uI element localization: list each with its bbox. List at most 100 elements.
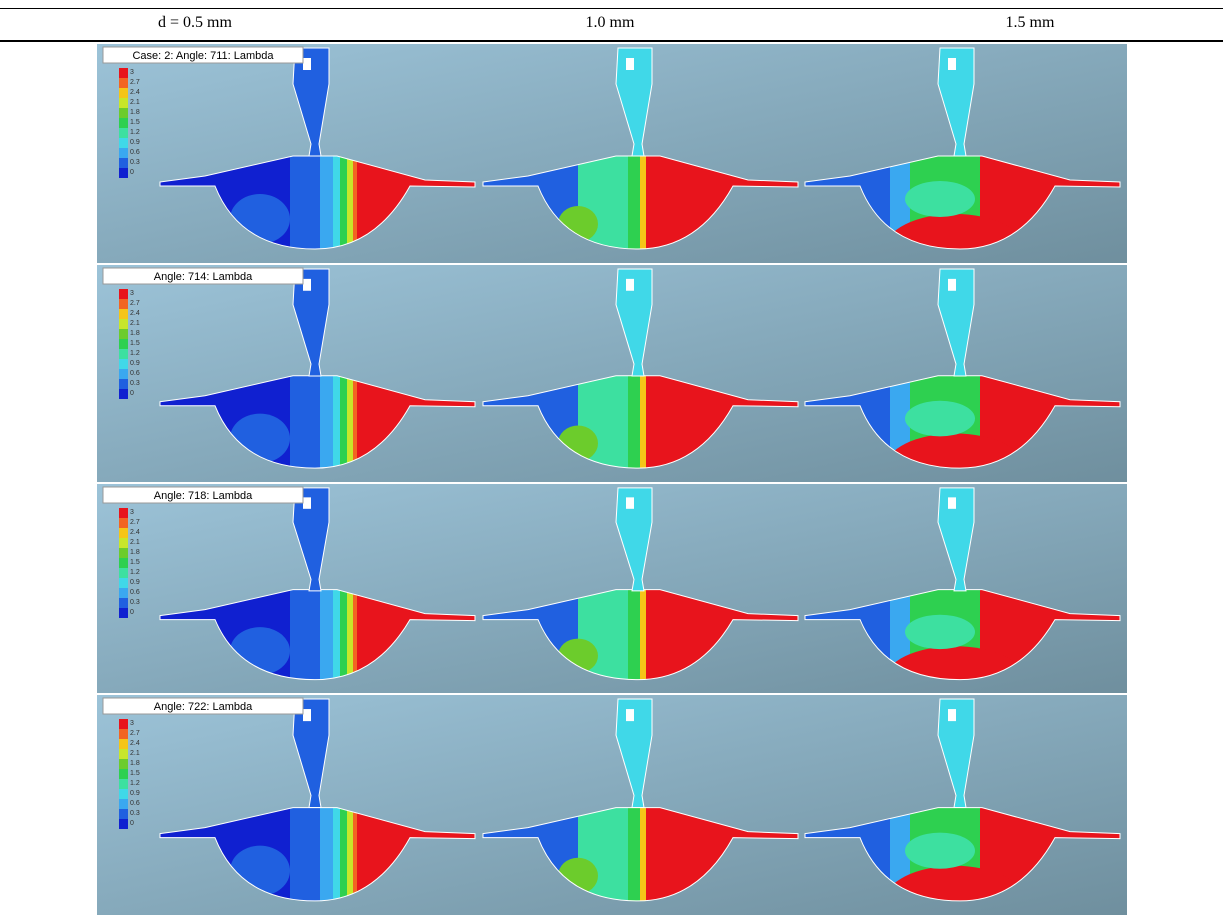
legend-label: 2.4 [130,740,140,747]
row-label: Angle: 718: Lambda [154,490,253,502]
legend-label: 1.8 [130,549,140,556]
legend-swatch [119,289,128,299]
legend-label: 1.2 [130,129,140,136]
legend-swatch [119,608,128,618]
region [905,181,975,217]
nozzle-slot [303,709,311,721]
legend-label: 2.1 [130,750,140,757]
legend-swatch [119,78,128,88]
legend-swatch [119,128,128,138]
legend-label: 1.8 [130,109,140,116]
legend-label: 0 [130,820,134,827]
legend-label: 0.9 [130,139,140,146]
legend-label: 2.1 [130,320,140,327]
legend-label: 2.4 [130,310,140,317]
legend-label: 0.3 [130,380,140,387]
legend-swatch [119,809,128,819]
simulation-row: Angle: 718: Lambda 3 2.7 2.4 2.1 1.8 1.5 1.2 0.9… [97,484,1127,693]
legend-swatch [119,568,128,578]
legend-swatch [119,528,128,538]
legend-swatch [119,98,128,108]
row-label: Angle: 714: Lambda [154,271,253,283]
legend-label: 0.6 [130,800,140,807]
simulation-row: Case: 2: Angle: 711: Lambda32.72.42.11.8… [97,44,1127,263]
nozzle-slot [948,58,956,70]
legend-label: 1.2 [130,569,140,576]
top-rule [0,8,1223,9]
legend-swatch [119,319,128,329]
legend-label: 1.5 [130,340,140,347]
row-label: Angle: 722: Lambda [154,701,253,713]
legend-label: 0.6 [130,370,140,377]
figure: Case: 2: Angle: 711: Lambda 3 2.7 2.4 2.1 1.8… [97,44,1127,917]
legend-label: 1.2 [130,350,140,357]
nozzle-slot [303,58,311,70]
legend-label: 0 [130,169,134,176]
legend-swatch [119,108,128,118]
legend-label: 2.4 [130,529,140,536]
legend-label: 1.5 [130,770,140,777]
legend-label: 0.9 [130,360,140,367]
legend-swatch [119,359,128,369]
legend-label: 2.1 [130,539,140,546]
legend-label: 2.7 [130,519,140,526]
legend-label: 3 [130,720,134,727]
legend-label: 1.8 [130,760,140,767]
legend-swatch [119,769,128,779]
legend-swatch [119,299,128,309]
nozzle-slot [948,497,956,508]
legend-label: 0.9 [130,579,140,586]
legend-label: 2.4 [130,89,140,96]
legend-swatch [119,329,128,339]
column-header: 1.5 mm [880,14,1180,32]
legend-label: 1.2 [130,780,140,787]
nozzle-slot [626,279,634,291]
nozzle-slot [303,497,311,508]
legend-label: 1.5 [130,119,140,126]
legend-swatch [119,598,128,608]
legend-swatch [119,88,128,98]
legend-swatch [119,349,128,359]
region [905,401,975,437]
legend-swatch [119,578,128,588]
legend-swatch [119,729,128,739]
legend-swatch [119,339,128,349]
nozzle-slot [303,279,311,291]
legend-label: 1.5 [130,559,140,566]
legend-swatch [119,548,128,558]
nozzle-slot [948,279,956,291]
legend-swatch [119,118,128,128]
nozzle-slot [626,497,634,508]
legend-swatch [119,309,128,319]
simulation-row: Angle: 722: Lambda32.72.42.11.81.51.20.9… [97,695,1127,915]
legend-swatch [119,759,128,769]
row-label: Case: 2: Angle: 711: Lambda [132,50,274,62]
legend-swatch [119,739,128,749]
header: d = 0.5 mm 1.0 mm 1.5 mm [0,0,1223,42]
legend-swatch [119,158,128,168]
simulation-row: Angle: 714: Lambda32.72.42.11.81.51.20.9… [97,265,1127,482]
legend-label: 3 [130,509,134,516]
legend-swatch [119,749,128,759]
region [905,833,975,869]
nozzle-slot [948,709,956,721]
column-header: 1.0 mm [460,14,760,32]
legend-label: 0.3 [130,159,140,166]
legend-label: 0.6 [130,149,140,156]
legend-label: 0.3 [130,599,140,606]
legend-label: 0.6 [130,589,140,596]
column-header: d = 0.5 mm [45,14,345,32]
region [905,615,975,649]
legend-swatch [119,789,128,799]
legend-swatch [119,719,128,729]
legend-swatch [119,138,128,148]
legend-label: 1.8 [130,330,140,337]
legend-swatch [119,68,128,78]
legend-label: 3 [130,290,134,297]
legend-swatch [119,799,128,809]
header-rule [0,40,1223,42]
legend-swatch [119,819,128,829]
legend-swatch [119,148,128,158]
page: d = 0.5 mm 1.0 mm 1.5 mm Case: 2: Angle:… [0,0,1223,915]
legend-swatch [119,588,128,598]
